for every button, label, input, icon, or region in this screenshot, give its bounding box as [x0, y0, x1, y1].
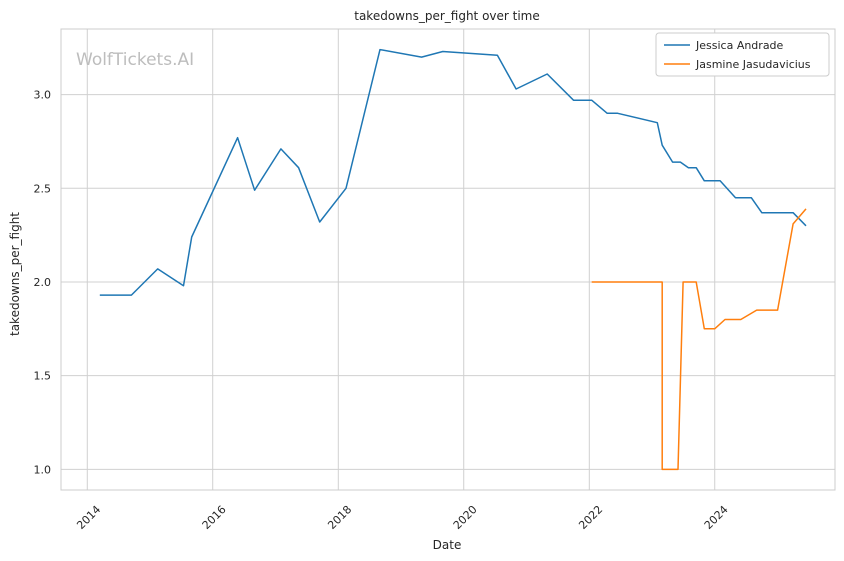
chart-title: takedowns_per_fight over time	[354, 9, 540, 23]
legend-box	[655, 32, 830, 77]
watermark: WolfTickets.AI	[76, 50, 194, 70]
legend-label-jasmine-jasudavicius: Jasmine Jasudavicius	[695, 58, 811, 71]
y-tick-label: 3.0	[34, 89, 52, 102]
legend: Jessica Andrade Jasmine Jasudavicius	[655, 32, 830, 77]
grid	[61, 29, 835, 490]
series-line-jessica-andrade	[99, 48, 807, 296]
legend-label-jessica-andrade: Jessica Andrade	[695, 39, 784, 52]
y-tick-label: 2.0	[34, 276, 52, 289]
y-tick-label: 2.5	[34, 182, 52, 195]
y-axis-title: takedowns_per_fight	[8, 212, 22, 336]
plot-frame	[60, 28, 836, 491]
x-axis-title: Date	[433, 538, 462, 552]
y-tick-label: 1.0	[34, 463, 52, 476]
y-tick-label: 1.5	[34, 370, 52, 383]
series-line-jasmine-jasudavicius	[591, 208, 807, 471]
series-layer	[99, 48, 807, 471]
